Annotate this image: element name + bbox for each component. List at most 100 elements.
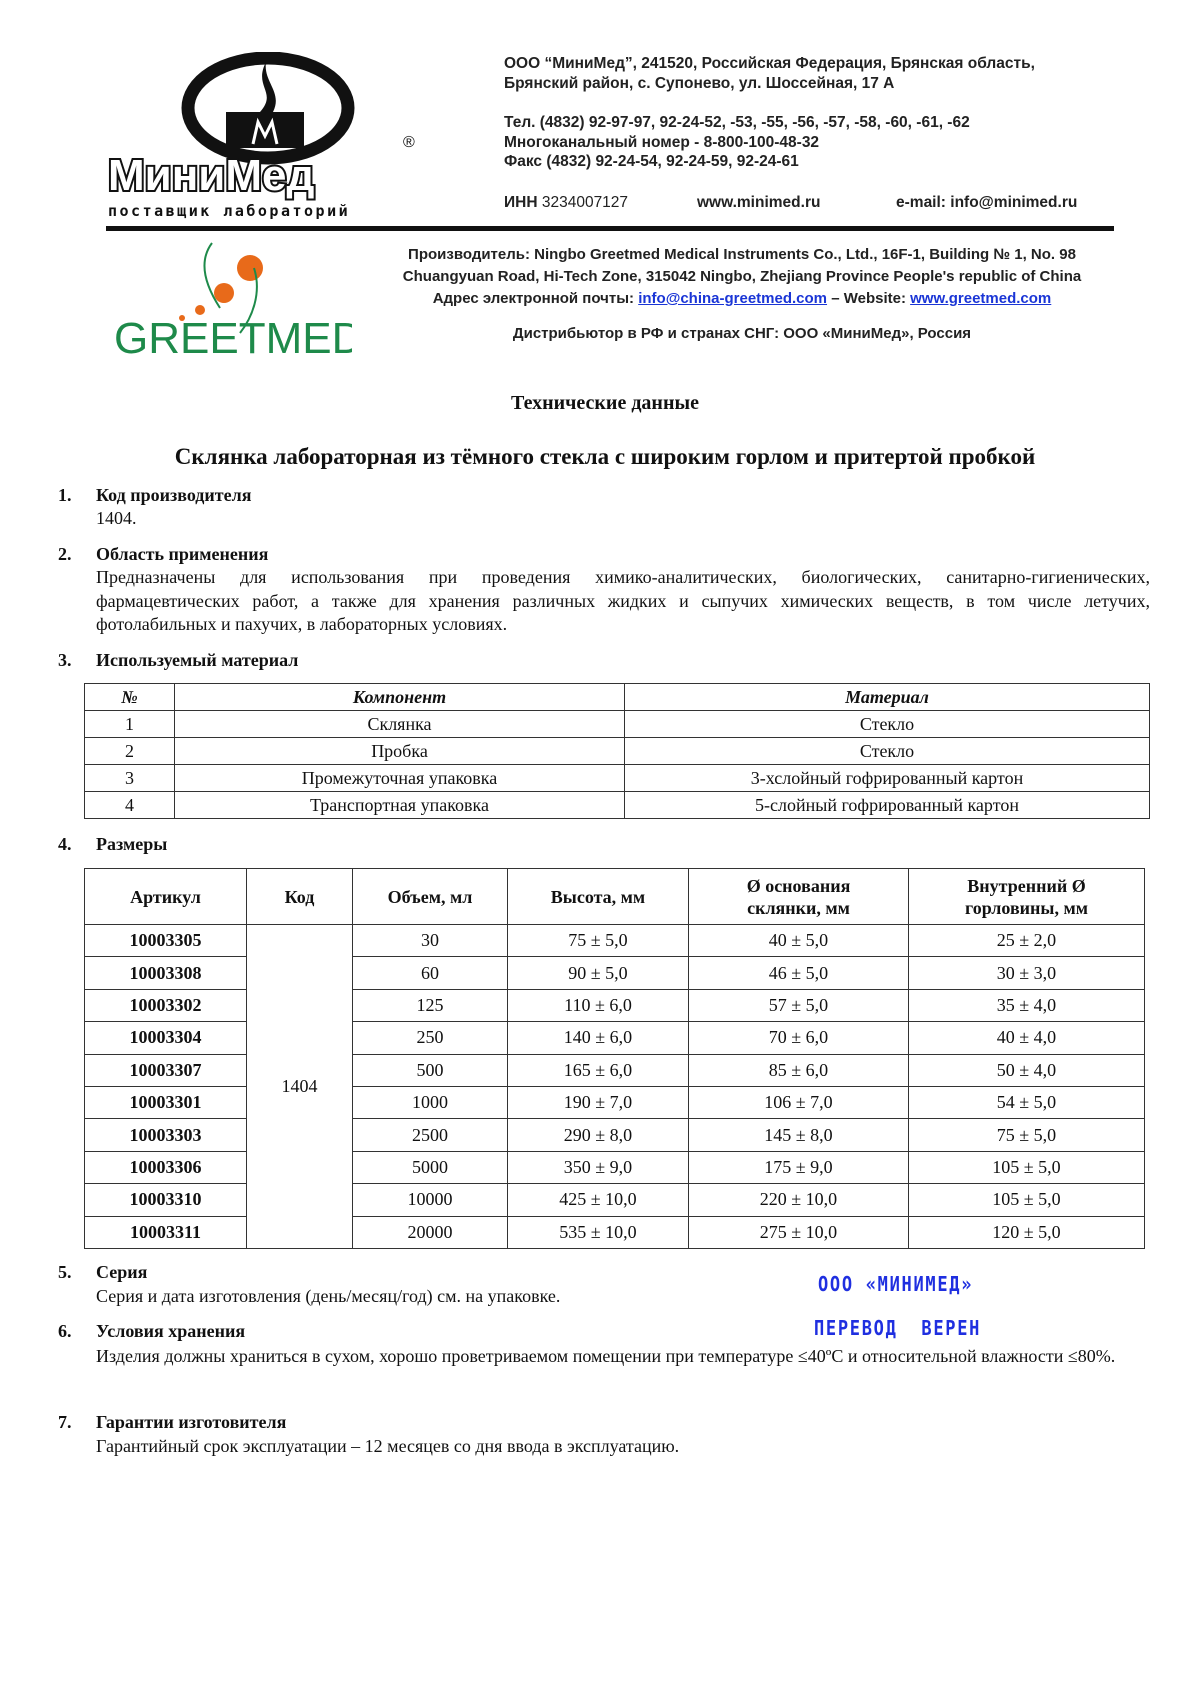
section-text: Серия и дата изготовления (день/месяц/го…	[96, 1286, 561, 1306]
column-header: Код	[246, 868, 353, 925]
cell: 46 ± 5,0	[688, 956, 909, 990]
column-header: №	[84, 683, 175, 711]
table-row: 10003302 125 110 ± 6,0 57 ± 5,0 35 ± 4,0	[84, 988, 1145, 1023]
section-heading: Размеры	[96, 834, 168, 854]
email-label: Адрес электронной почты:	[432, 290, 635, 307]
cell: 50 ± 4,0	[908, 1053, 1145, 1087]
greetmed-logo: GREETMED	[112, 238, 363, 363]
cell: 120 ± 5,0	[908, 1215, 1145, 1249]
table-row: 10003304 250 140 ± 6,0 70 ± 6,0 40 ± 4,0	[84, 1021, 1145, 1055]
section-number: 1.	[58, 485, 72, 505]
cell: 290 ± 8,0	[507, 1118, 689, 1152]
table-header-row: № Компонент Материал	[84, 683, 1150, 711]
section-number: 5.	[58, 1262, 72, 1282]
stamp-company: ООО «МИНИМЕД»	[818, 1272, 974, 1296]
section-number: 7.	[58, 1412, 72, 1432]
table-row: 1 Склянка Стекло	[84, 710, 1150, 738]
cell: 3	[84, 764, 175, 792]
cell: 30 ± 3,0	[908, 956, 1145, 990]
table-row: 10003303 2500 290 ± 8,0 145 ± 8,0 75 ± 5,0	[84, 1118, 1145, 1152]
page-subtitle: Склянка лабораторная из тёмного стекла с…	[174, 444, 1036, 469]
cell: 54 ± 5,0	[908, 1085, 1145, 1120]
cell: 25 ± 2,0	[908, 923, 1145, 958]
table-row: 10003307 500 165 ± 6,0 85 ± 6,0 50 ± 4,0	[84, 1053, 1145, 1087]
table-row: 10003308 60 90 ± 5,0 46 ± 5,0 30 ± 3,0	[84, 956, 1145, 990]
cell: 5000	[352, 1150, 508, 1185]
column-header: Артикул	[84, 868, 247, 925]
cell: 175 ± 9,0	[688, 1150, 909, 1185]
table-row: 2 Пробка Стекло	[84, 737, 1150, 765]
table-header-row: Артикул Код Объем, мл Высота, мм Ø основ…	[84, 868, 1145, 925]
cell: 40 ± 5,0	[688, 923, 909, 958]
cell: 4	[84, 791, 175, 819]
page-title: Технические данные	[511, 392, 699, 414]
cell: 250	[352, 1021, 508, 1055]
cell: 10003311	[84, 1215, 247, 1249]
cell: Склянка	[174, 710, 625, 738]
cell: 1	[84, 710, 175, 738]
cell: 125	[352, 988, 508, 1023]
inn-label: ИНН	[504, 194, 538, 211]
cell: 90 ± 5,0	[507, 956, 689, 990]
cell: 425 ± 10,0	[507, 1183, 689, 1217]
cell: 2	[84, 737, 175, 765]
cell: 10003310	[84, 1183, 247, 1217]
table-row: 10003311 20000 535 ± 10,0 275 ± 10,0 120 ± 5…	[84, 1215, 1145, 1249]
header-divider	[106, 226, 1114, 231]
table-row: 4 Транспортная упаковка 5-слойный гофриров…	[84, 791, 1150, 819]
cell: 2500	[352, 1118, 508, 1152]
sizes-table: Артикул Код Объем, мл Высота, мм Ø основ…	[84, 868, 1145, 1249]
cell: 30	[352, 923, 508, 958]
cell: 10003305	[84, 923, 247, 958]
cell: Стекло	[624, 737, 1150, 765]
section-number: 3.	[58, 650, 72, 670]
svg-text:поставщик лабораторий: поставщик лабораторий	[108, 202, 350, 220]
cell: Пробка	[174, 737, 625, 765]
section-text: 1404.	[96, 508, 137, 528]
cell: 1000	[352, 1085, 508, 1120]
manufacturer-line2: Chuangyuan Road, Hi-Tech Zone, 315042 Ni…	[402, 268, 1082, 285]
section-number: 6.	[58, 1321, 72, 1341]
cell: 75 ± 5,0	[908, 1118, 1145, 1152]
cell: 500	[352, 1053, 508, 1087]
phone-numbers: Тел. (4832) 92-97-97, 92-24-52, -53, -55…	[504, 114, 970, 131]
company-address-line1: ООО “МиниМед”, 241520, Российская Федера…	[504, 55, 1035, 72]
cell: 190 ± 7,0	[507, 1085, 689, 1120]
section-text: Гарантийный срок эксплуатации – 12 месяц…	[96, 1436, 680, 1456]
cell: 105 ± 5,0	[908, 1183, 1145, 1217]
cell: 10003301	[84, 1085, 247, 1120]
section-heading: Серия	[96, 1262, 148, 1282]
cell: 10003306	[84, 1150, 247, 1185]
cell: 57 ± 5,0	[688, 988, 909, 1023]
section-heading: Код производителя	[96, 485, 252, 505]
cell: 3-хслойный гофрированный картон	[624, 764, 1150, 792]
cell: 20000	[352, 1215, 508, 1249]
cell: 10000	[352, 1183, 508, 1217]
table-row: 10003306 5000 350 ± 9,0 175 ± 9,0 105 ± 5,0	[84, 1150, 1145, 1185]
table-row: 3 Промежуточная упаковка 3-хслойный гофрир…	[84, 764, 1150, 792]
cell: 350 ± 9,0	[507, 1150, 689, 1185]
cell: 165 ± 6,0	[507, 1053, 689, 1087]
manufacturer-website-link[interactable]: www.greetmed.com	[910, 290, 1052, 307]
website-link[interactable]: www.minimed.ru	[697, 194, 821, 211]
cell: 10003304	[84, 1021, 247, 1055]
cell: 10003303	[84, 1118, 247, 1152]
cell: 35 ± 4,0	[908, 988, 1145, 1023]
section-heading: Условия хранения	[96, 1321, 246, 1341]
section-text: Предназначены для использования при пров…	[96, 567, 1150, 634]
email-link[interactable]: e-mail: info@minimed.ru	[896, 194, 1078, 211]
column-header: Ø основания склянки, мм	[688, 868, 909, 925]
code-cell: 1404	[246, 924, 353, 1249]
company-address-line2: Брянский район, с. Супонево, ул. Шоссейн…	[504, 75, 895, 92]
table-row: 10003301 1000 190 ± 7,0 106 ± 7,0 54 ± 5,0	[84, 1085, 1145, 1120]
cell: 85 ± 6,0	[688, 1053, 909, 1087]
stamp-translation-verified: ПЕРЕВОД ВЕРЕН	[814, 1316, 982, 1340]
section-number: 2.	[58, 544, 72, 564]
manufacturer-email-link[interactable]: info@china-greetmed.com	[638, 290, 828, 307]
column-header: Компонент	[174, 683, 625, 711]
cell: 60	[352, 956, 508, 990]
cell: 40 ± 4,0	[908, 1021, 1145, 1055]
manufacturer-line1: Производитель: Ningbo Greetmed Medical I…	[408, 246, 1076, 263]
svg-text:®: ®	[403, 134, 415, 151]
cell: 70 ± 6,0	[688, 1021, 909, 1055]
